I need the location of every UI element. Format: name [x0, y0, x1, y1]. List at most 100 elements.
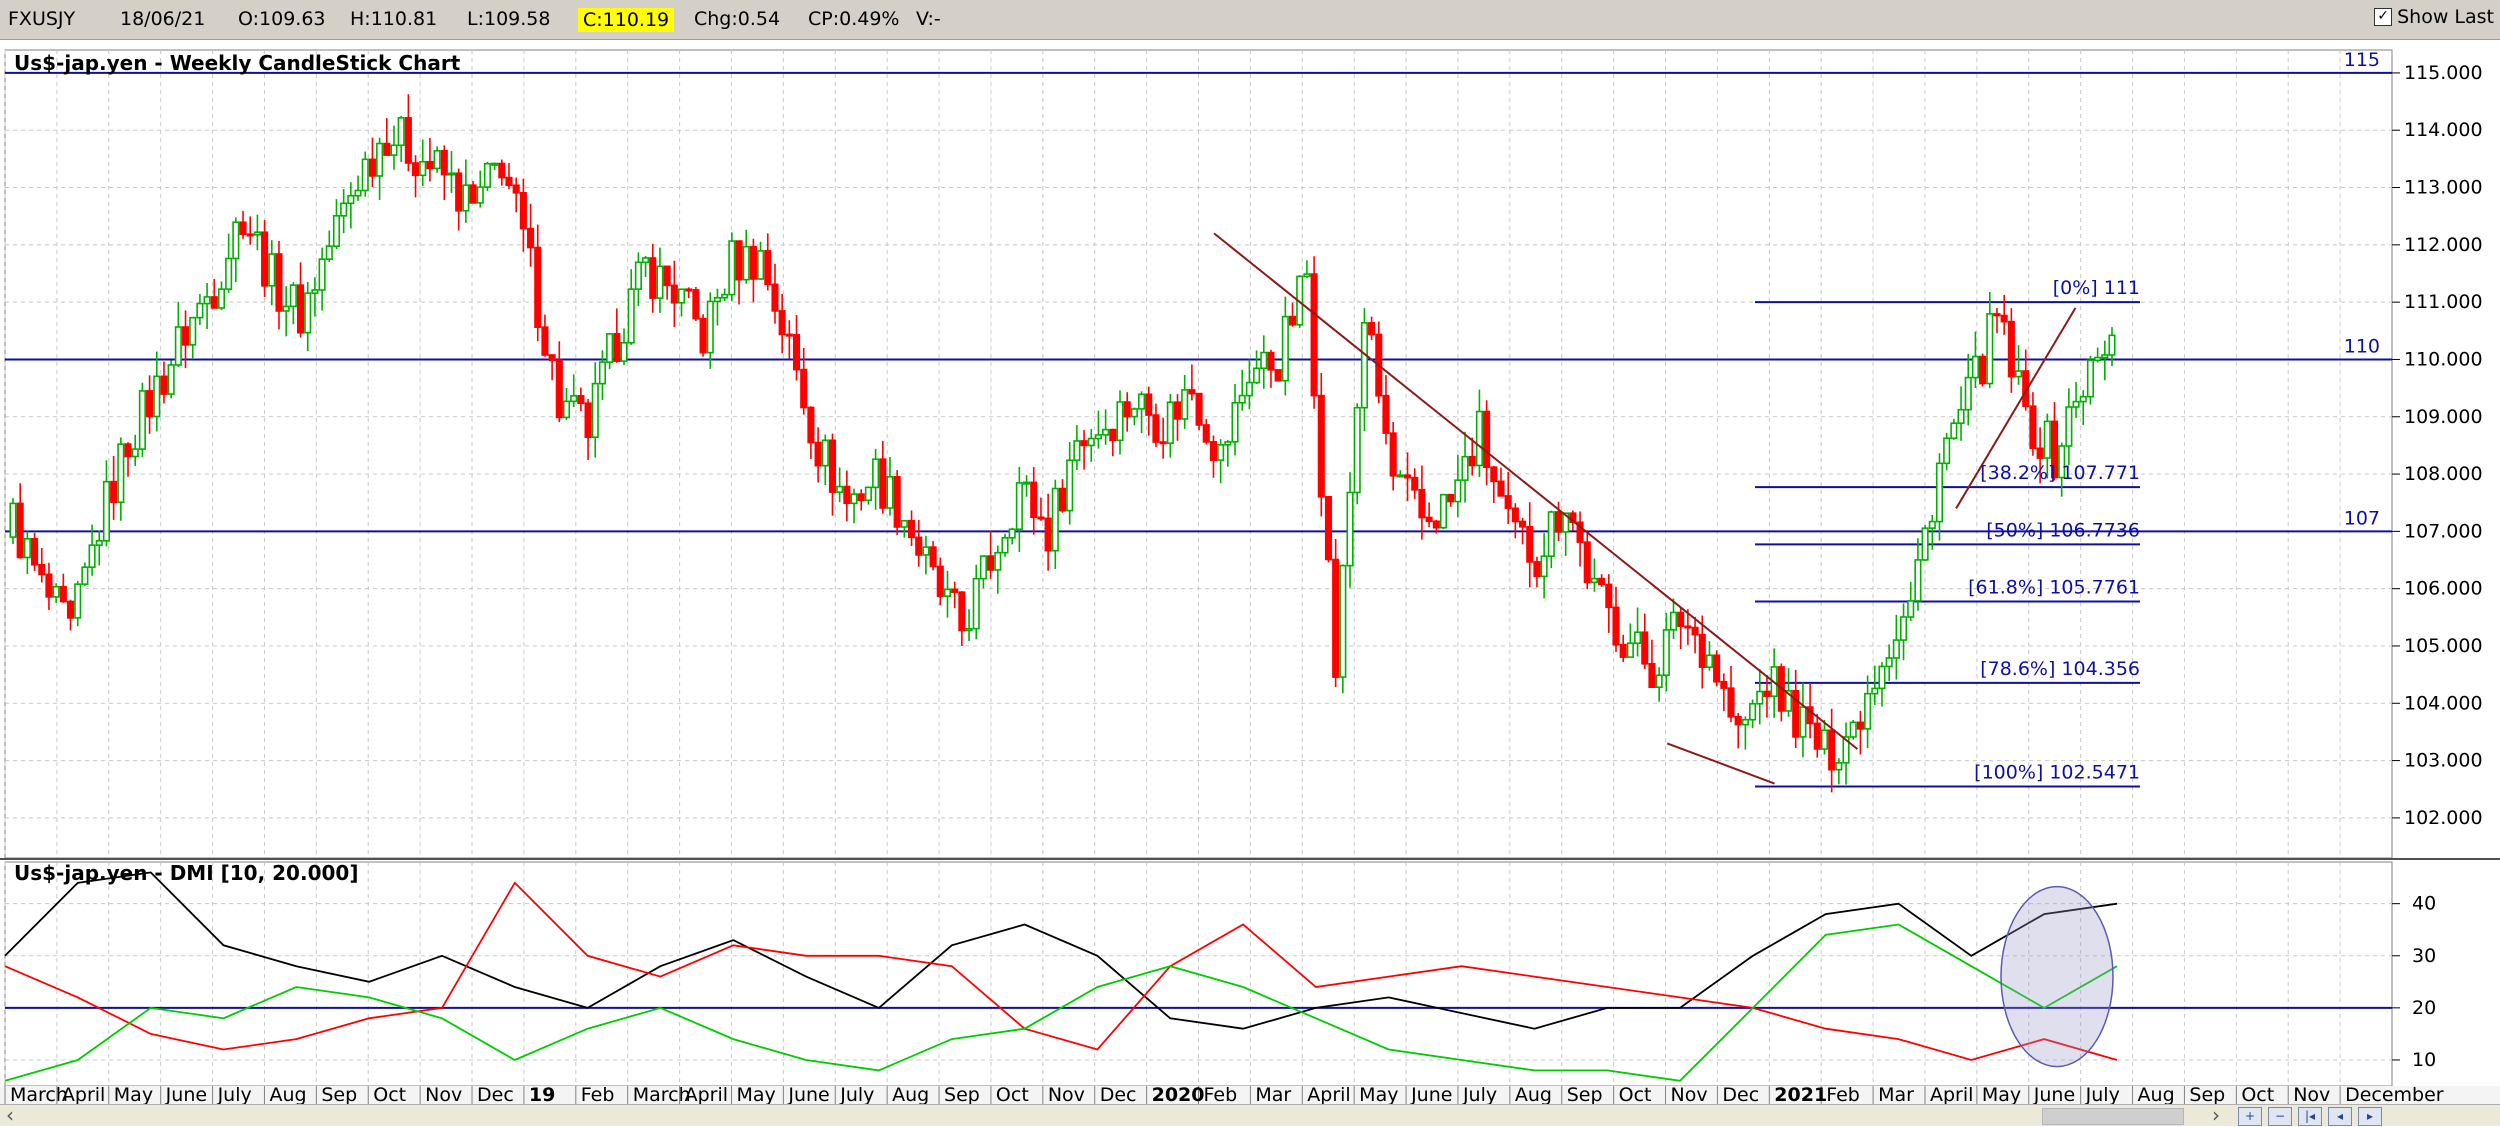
- candle-body: [1087, 437, 1095, 447]
- candle-body: [2079, 395, 2087, 403]
- candle-body: [864, 486, 872, 502]
- candle-body: [1526, 525, 1534, 563]
- candle-body: [1152, 414, 1160, 443]
- x-tick-label: Mar: [1878, 1084, 1914, 1104]
- y-tick-label: 109.000: [2404, 406, 2483, 428]
- candle-body: [1590, 577, 1598, 584]
- candle-body: [1928, 520, 1936, 529]
- first-icon[interactable]: |◂: [2298, 1107, 2322, 1126]
- x-tick-label: Oct: [2241, 1084, 2274, 1104]
- candle-body: [1562, 512, 1570, 533]
- candle-body: [1820, 729, 1829, 750]
- scroll-left-icon[interactable]: ‹: [6, 1103, 14, 1127]
- x-tick-label: June: [787, 1084, 829, 1104]
- zoom-out-icon[interactable]: −: [2268, 1107, 2292, 1126]
- scroll-right-icon[interactable]: ›: [2212, 1103, 2220, 1127]
- candle-body: [1403, 474, 1412, 479]
- candle-body: [1166, 401, 1174, 445]
- candle-body: [1195, 392, 1203, 426]
- candle-body: [943, 588, 952, 597]
- candle-body: [325, 245, 333, 260]
- x-tick-label: Nov: [1048, 1084, 1085, 1104]
- candle-body: [2007, 320, 2015, 378]
- candle-body: [879, 458, 887, 509]
- level-label: 115: [2344, 49, 2380, 71]
- candle-body: [1749, 702, 1757, 721]
- candle-body: [1094, 434, 1102, 440]
- y-tick-label: 105.000: [2404, 635, 2483, 657]
- candle-body: [1533, 561, 1541, 578]
- candle-body: [591, 382, 599, 439]
- close-value: C:110.19: [578, 8, 675, 32]
- candle-body: [383, 142, 391, 156]
- candle-body: [1425, 516, 1433, 523]
- candle-body: [1540, 555, 1548, 578]
- candle-body: [498, 162, 506, 179]
- candle-body: [1619, 643, 1627, 658]
- candle-body: [23, 538, 31, 559]
- candle-body: [1475, 410, 1483, 467]
- candle-body: [965, 627, 973, 632]
- candle-body: [440, 150, 448, 176]
- candle-body: [1971, 355, 1979, 379]
- scroll-thumb[interactable]: [2042, 1108, 2184, 1125]
- candle-body: [138, 390, 146, 450]
- candle-body: [1684, 625, 1692, 629]
- candle-body: [1648, 663, 1656, 688]
- candle-body: [2101, 354, 2109, 359]
- candle-body: [117, 443, 125, 504]
- candle-body: [713, 296, 722, 303]
- candle-body: [1504, 495, 1512, 510]
- prev-icon[interactable]: ◂: [2328, 1107, 2352, 1126]
- highlight-ellipse: [2000, 885, 2114, 1068]
- x-tick-label: June: [165, 1084, 207, 1104]
- x-tick-label: Oct: [1619, 1084, 1652, 1104]
- candle-body: [778, 310, 786, 336]
- high-value: H:110.81: [350, 8, 438, 30]
- candle-body: [900, 519, 908, 528]
- candle-body: [1353, 406, 1361, 494]
- candle-body: [1396, 474, 1404, 478]
- candle-body: [275, 253, 283, 312]
- candle-body: [807, 406, 815, 444]
- candle-body: [1828, 729, 1836, 771]
- candle-body: [2036, 447, 2044, 459]
- candle-body: [174, 326, 182, 366]
- x-tick-label: April: [685, 1084, 728, 1104]
- next-icon[interactable]: ▸: [2358, 1107, 2382, 1126]
- candle-body: [354, 189, 362, 197]
- y-tick-label: 111.000: [2404, 291, 2483, 313]
- zoom-in-icon[interactable]: +: [2238, 1107, 2262, 1126]
- show-last-checkbox[interactable]: ✓: [2374, 8, 2393, 26]
- candle-body: [1935, 462, 1944, 523]
- candle-body: [1734, 716, 1742, 726]
- candle-body: [1324, 495, 1333, 561]
- horizontal-scrollbar[interactable]: ‹ › + − |◂ ◂ ▸: [0, 1104, 2500, 1126]
- x-tick-label: July: [1462, 1084, 1497, 1104]
- dmi-y-tick-label: 30: [2412, 945, 2436, 967]
- open-value: O:109.63: [238, 8, 326, 30]
- candle-body: [1598, 577, 1606, 586]
- candle-body: [95, 540, 103, 546]
- candle-body: [1864, 692, 1872, 730]
- candle-body: [1159, 441, 1167, 445]
- candle-body: [390, 144, 398, 156]
- candle-body: [1813, 722, 1821, 750]
- candle-body: [979, 555, 987, 580]
- x-tick-label: Sep: [1567, 1084, 1603, 1104]
- x-tick-label: July: [839, 1084, 874, 1104]
- x-tick-label: July: [2085, 1084, 2120, 1104]
- candle-body: [548, 354, 556, 362]
- candle-body: [1756, 690, 1764, 705]
- candle-body: [189, 316, 197, 346]
- candle-body: [9, 502, 17, 538]
- candle-body: [1418, 489, 1426, 519]
- fib-label: [100%] 102.5471: [1974, 762, 2140, 784]
- candle-body: [527, 227, 535, 249]
- candle-body: [1288, 315, 1297, 326]
- show-last-toggle[interactable]: ✓ Show Last: [2374, 6, 2494, 28]
- candle-body: [1519, 520, 1527, 528]
- candle-body: [160, 375, 168, 395]
- candle-body: [613, 333, 621, 362]
